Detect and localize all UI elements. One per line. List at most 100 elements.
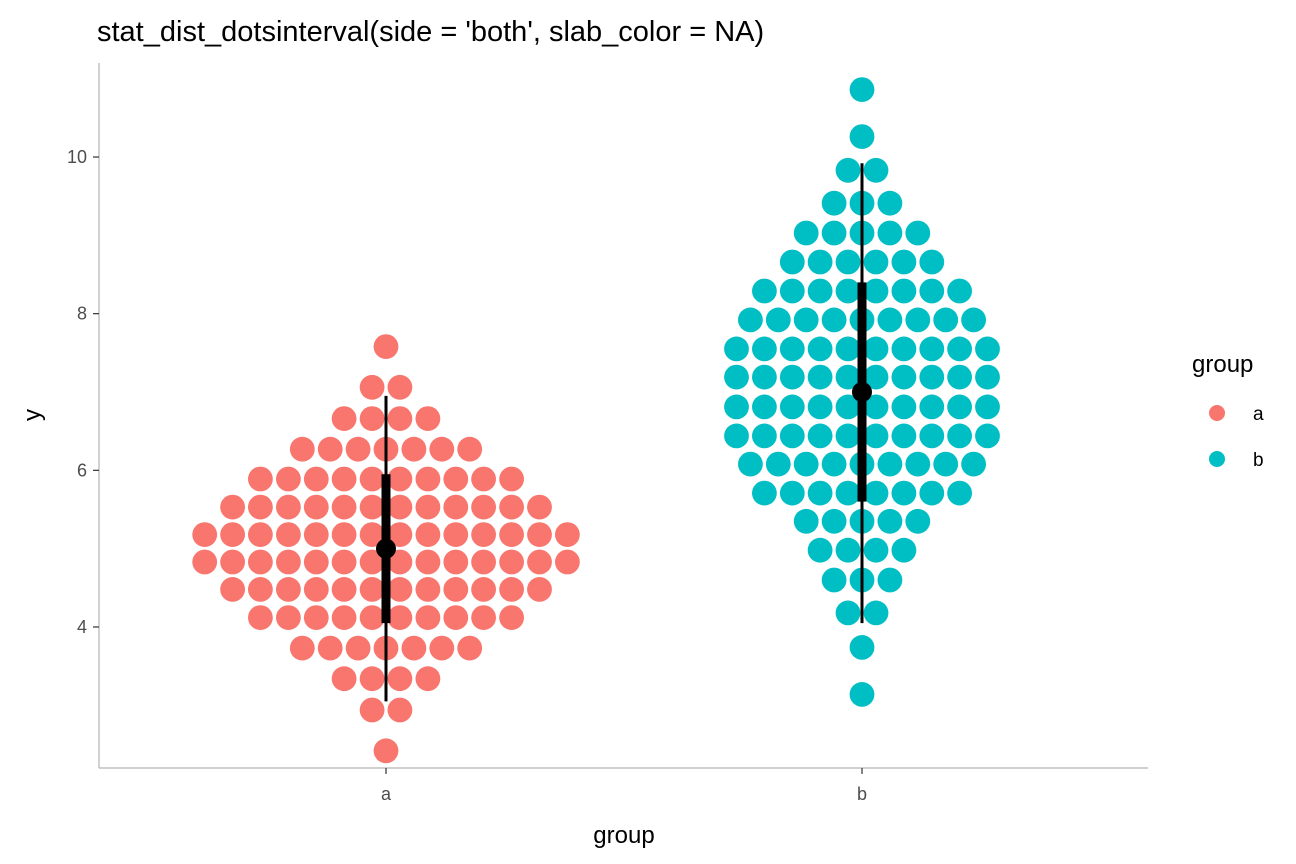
legend-key-b	[1209, 451, 1225, 467]
dot-b-6-6	[919, 480, 945, 506]
dot-a-5-1	[248, 577, 273, 602]
dot-a-8-9	[471, 494, 496, 520]
dot-a-11-0	[331, 406, 357, 431]
dot-a-6-7	[387, 549, 413, 575]
dot-a-7-9	[443, 522, 469, 547]
dot-a-6-4	[303, 549, 329, 575]
dot-b-9-5	[863, 394, 889, 420]
legend-key-a	[1209, 405, 1225, 421]
dot-b-9-8	[947, 394, 972, 420]
dot-a-11-3	[415, 406, 441, 431]
dot-a-6-5	[331, 549, 357, 575]
dot-b-13-5	[891, 278, 917, 304]
dot-b-13-2	[807, 278, 833, 304]
dot-b-13-0	[752, 278, 777, 304]
dot-a-7-0	[192, 522, 218, 547]
dot-a-9-5	[387, 466, 413, 492]
dot-b-14-4	[891, 249, 917, 275]
dot-b-18-0	[849, 124, 875, 149]
dot-b-5-1	[821, 508, 847, 534]
dot-b-6-4	[863, 480, 889, 506]
dot-a-9-8	[471, 466, 496, 492]
dot-a-5-3	[303, 577, 329, 602]
dot-a-8-0	[220, 494, 246, 520]
dot-b-7-0	[738, 451, 763, 477]
plot-title: stat_dist_dotsinterval(side = 'both', sl…	[97, 16, 764, 48]
y-tick-label-0: 4	[77, 617, 87, 637]
dot-b-15-3	[877, 220, 903, 246]
point-estimate-a	[376, 538, 396, 559]
dot-b-10-5	[863, 364, 889, 390]
point-estimate-b	[852, 382, 872, 402]
dot-b-11-4	[835, 336, 861, 362]
dot-b-12-0	[738, 307, 763, 333]
interval-layer	[376, 163, 872, 702]
legend-title: group	[1192, 351, 1253, 378]
dot-b-13-7	[947, 278, 972, 304]
dot-a-5-6	[387, 577, 413, 602]
dot-b-16-0	[821, 190, 847, 216]
dot-a-6-13	[555, 549, 580, 575]
dot-a-7-10	[471, 522, 496, 547]
dot-b-5-3	[877, 508, 903, 534]
dot-a-5-11	[527, 577, 552, 602]
dot-a-6-2	[248, 549, 273, 575]
dot-a-3-1	[317, 635, 343, 661]
y-axis-ticks: 4 6 8 10	[67, 147, 99, 637]
dot-b-9-4	[835, 394, 861, 420]
dot-b-9-6	[891, 394, 917, 420]
dot-a-8-6	[387, 494, 413, 520]
dot-a-4-3	[331, 605, 357, 630]
dot-b-11-7	[919, 336, 945, 362]
legend-label-a: a	[1253, 404, 1264, 425]
dot-b-12-3	[821, 307, 847, 333]
dot-a-3-5	[429, 635, 455, 661]
dot-a-8-3	[303, 494, 329, 520]
dot-b-7-8	[961, 451, 986, 477]
dot-b-13-1	[779, 278, 805, 304]
dot-b-6-3	[835, 480, 861, 506]
dot-a-6-1	[220, 549, 246, 575]
dot-a-10-5	[429, 436, 455, 462]
dot-a-4-0	[248, 605, 273, 630]
dot-a-6-12	[527, 549, 552, 575]
dot-a-5-7	[415, 577, 441, 602]
dot-a-8-7	[415, 494, 441, 520]
dot-b-8-0	[724, 423, 749, 449]
dot-b-8-5	[863, 423, 889, 449]
dot-b-7-3	[821, 451, 847, 477]
dot-b-9-1	[752, 394, 777, 420]
dot-a-8-5	[359, 494, 385, 520]
dot-b-13-4	[863, 278, 889, 304]
dot-b-6-7	[947, 480, 972, 506]
dot-a-2-1	[359, 666, 385, 692]
dot-b-12-2	[793, 307, 819, 333]
dot-b-7-1	[765, 451, 791, 477]
dot-b-10-7	[919, 364, 945, 390]
dot-a-12-1	[387, 374, 413, 400]
dot-a-5-8	[443, 577, 469, 602]
dot-b-2-0	[835, 600, 861, 626]
dot-b-11-5	[863, 336, 889, 362]
dot-a-2-3	[415, 666, 441, 692]
dot-a-6-3	[276, 549, 301, 575]
dot-a-5-0	[220, 577, 246, 602]
dot-b-1-0	[849, 635, 875, 660]
legend-entries: ab	[1209, 404, 1264, 471]
y-tick-label-1: 6	[77, 460, 87, 480]
dot-b-12-6	[905, 307, 931, 333]
dot-b-6-2	[807, 480, 833, 506]
dot-a-7-5	[331, 522, 357, 547]
dot-b-4-2	[863, 537, 889, 563]
x-tick-label-a: a	[381, 784, 392, 804]
dot-b-10-6	[891, 364, 917, 390]
dot-b-4-0	[807, 537, 833, 563]
dot-b-8-8	[947, 423, 972, 449]
dots-layer	[192, 77, 1000, 764]
dot-b-8-2	[779, 423, 805, 449]
dot-a-6-0	[192, 549, 218, 575]
dot-a-4-2	[303, 605, 329, 630]
dot-a-7-7	[387, 522, 413, 547]
legend: group ab	[1192, 351, 1264, 471]
